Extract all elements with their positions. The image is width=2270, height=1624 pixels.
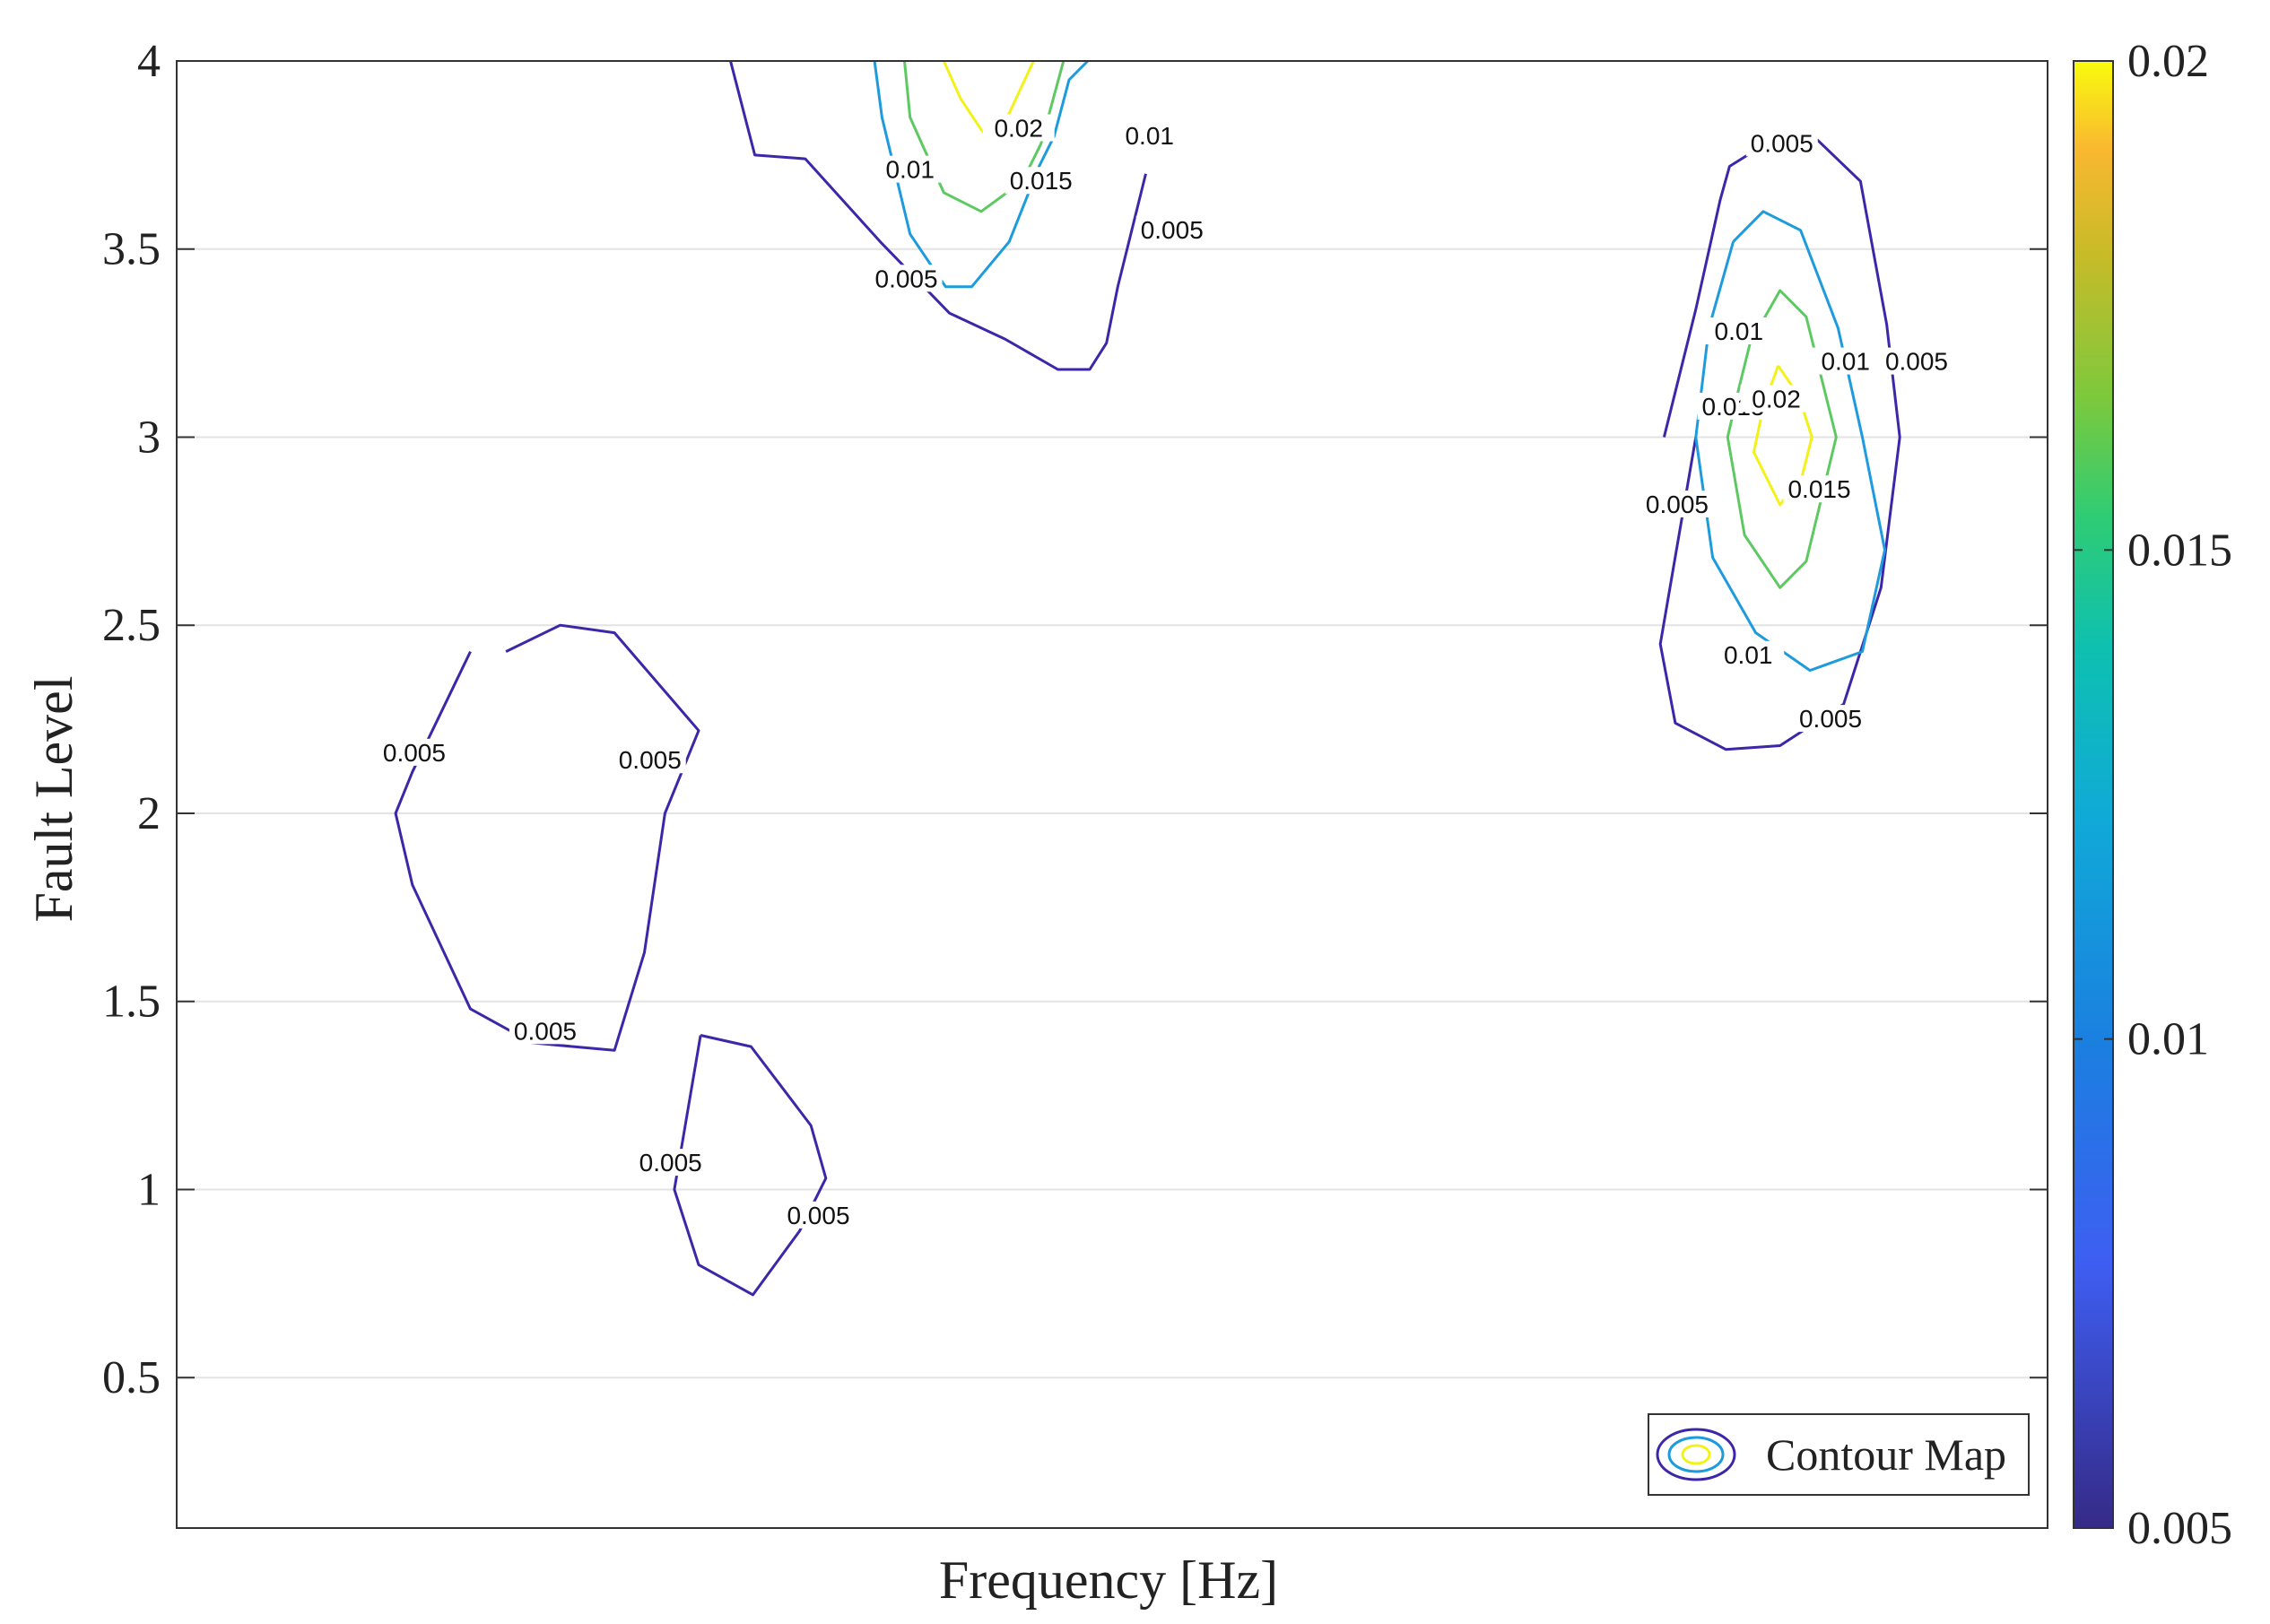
contour-label: 0.005 bbox=[875, 265, 938, 292]
contour-label-bg bbox=[870, 265, 943, 292]
contour-label-bg bbox=[1795, 705, 1867, 733]
contour-label-bg bbox=[378, 738, 450, 766]
legend-ring-outer bbox=[1656, 1428, 1736, 1481]
contour-label-bg bbox=[1740, 385, 1813, 413]
contour-label-bg bbox=[1135, 215, 1208, 243]
y-tick-label: 0.5 bbox=[102, 1352, 161, 1403]
x-axis-title: Frequency [Hz] bbox=[939, 1550, 1278, 1610]
contour-label-bg bbox=[1113, 121, 1186, 149]
contour-map-icon bbox=[1656, 1428, 1736, 1481]
contour-label: 0.02 bbox=[1752, 386, 1801, 413]
legend-ring-middle bbox=[1667, 1436, 1725, 1473]
contour-line bbox=[1658, 131, 1901, 751]
contour-label: 0.01 bbox=[1125, 122, 1174, 150]
contour-label-bg bbox=[1745, 129, 1818, 157]
y-axis-ticks: 0.5 1 1.5 2 2.5 3 3.5 4 bbox=[102, 36, 2048, 1403]
contour-label: 0.01 bbox=[1715, 317, 1764, 345]
contour-label: 0.005 bbox=[1885, 348, 1948, 376]
contour-label: 0.015 bbox=[1010, 167, 1073, 195]
contour-label: 0.005 bbox=[639, 1149, 702, 1177]
contour-line bbox=[1694, 210, 1886, 673]
contour-label-bg bbox=[782, 1201, 855, 1229]
y-tick-label: 4 bbox=[137, 36, 161, 87]
contour-label-bg bbox=[1005, 167, 1077, 195]
colorbar-ticks: 0.005 0.01 0.015 0.02 bbox=[2074, 36, 2232, 1554]
y-tick-label: 1 bbox=[137, 1164, 161, 1215]
contour-label: 0.01 bbox=[885, 156, 935, 184]
contour-labels: 0.005 0.005 0.01 0.01 0.015 0.02 0.005 0.005 0.0… bbox=[378, 114, 1953, 1229]
contour-line bbox=[729, 61, 1147, 371]
contour-label: 0.005 bbox=[1799, 705, 1862, 733]
y-tick-label: 2 bbox=[137, 788, 161, 839]
contour-label: 0.01 bbox=[1724, 641, 1773, 669]
y-tick-label: 2.5 bbox=[102, 600, 161, 651]
contour-label: 0.005 bbox=[619, 746, 682, 774]
contour-label-bg bbox=[1783, 475, 1856, 503]
contour-lines bbox=[394, 61, 1901, 1297]
contour-line bbox=[903, 61, 1065, 213]
legend-box bbox=[1648, 1413, 2030, 1496]
y-tick-label: 1.5 bbox=[102, 977, 161, 1028]
y-axis-title: Fault Level bbox=[24, 676, 83, 923]
colorbar-tick-label: 0.015 bbox=[2127, 525, 2232, 576]
contour-label-bg bbox=[1702, 317, 1775, 345]
contour-line bbox=[673, 1034, 828, 1297]
contour-label: 0.005 bbox=[1646, 491, 1709, 518]
legend-ring-inner bbox=[1681, 1444, 1711, 1465]
colorbar-tick-label: 0.005 bbox=[2127, 1503, 2232, 1554]
contour-label: 0.005 bbox=[1751, 129, 1813, 157]
contour-label-bg bbox=[874, 155, 946, 183]
contour-label: 0.005 bbox=[514, 1017, 577, 1045]
contour-label: 0.005 bbox=[787, 1202, 849, 1229]
contour-label-bg bbox=[634, 1149, 707, 1177]
colorbar bbox=[2073, 60, 2114, 1529]
contour-label-bg bbox=[613, 746, 686, 774]
contour-label-bg bbox=[1809, 347, 1882, 375]
contour-label-bg bbox=[1640, 490, 1713, 517]
legend: Contour Map bbox=[1648, 1413, 2030, 1496]
contour-line bbox=[394, 623, 700, 1052]
colorbar-tick-label: 0.02 bbox=[2127, 36, 2209, 87]
contour-label: 0.015 bbox=[1787, 475, 1850, 503]
y-tick-label: 3.5 bbox=[102, 224, 161, 275]
contour-label: 0.005 bbox=[383, 739, 446, 767]
contour-label-bg bbox=[1880, 347, 1953, 375]
contour-label-bg bbox=[509, 1017, 581, 1045]
contour-label: 0.01 bbox=[1821, 348, 1870, 376]
colorbar-tick-label: 0.01 bbox=[2127, 1014, 2209, 1065]
plot-frame bbox=[176, 60, 2048, 1529]
y-tick-label: 3 bbox=[137, 412, 161, 463]
contour-label: 0.02 bbox=[994, 115, 1043, 143]
legend-label: Contour Map bbox=[1766, 1429, 2006, 1480]
grid-lines bbox=[177, 60, 2048, 1379]
contour-label-bg bbox=[1712, 640, 1785, 668]
contour-label: 0.005 bbox=[1141, 216, 1204, 244]
contour-label-bg bbox=[982, 114, 1055, 142]
